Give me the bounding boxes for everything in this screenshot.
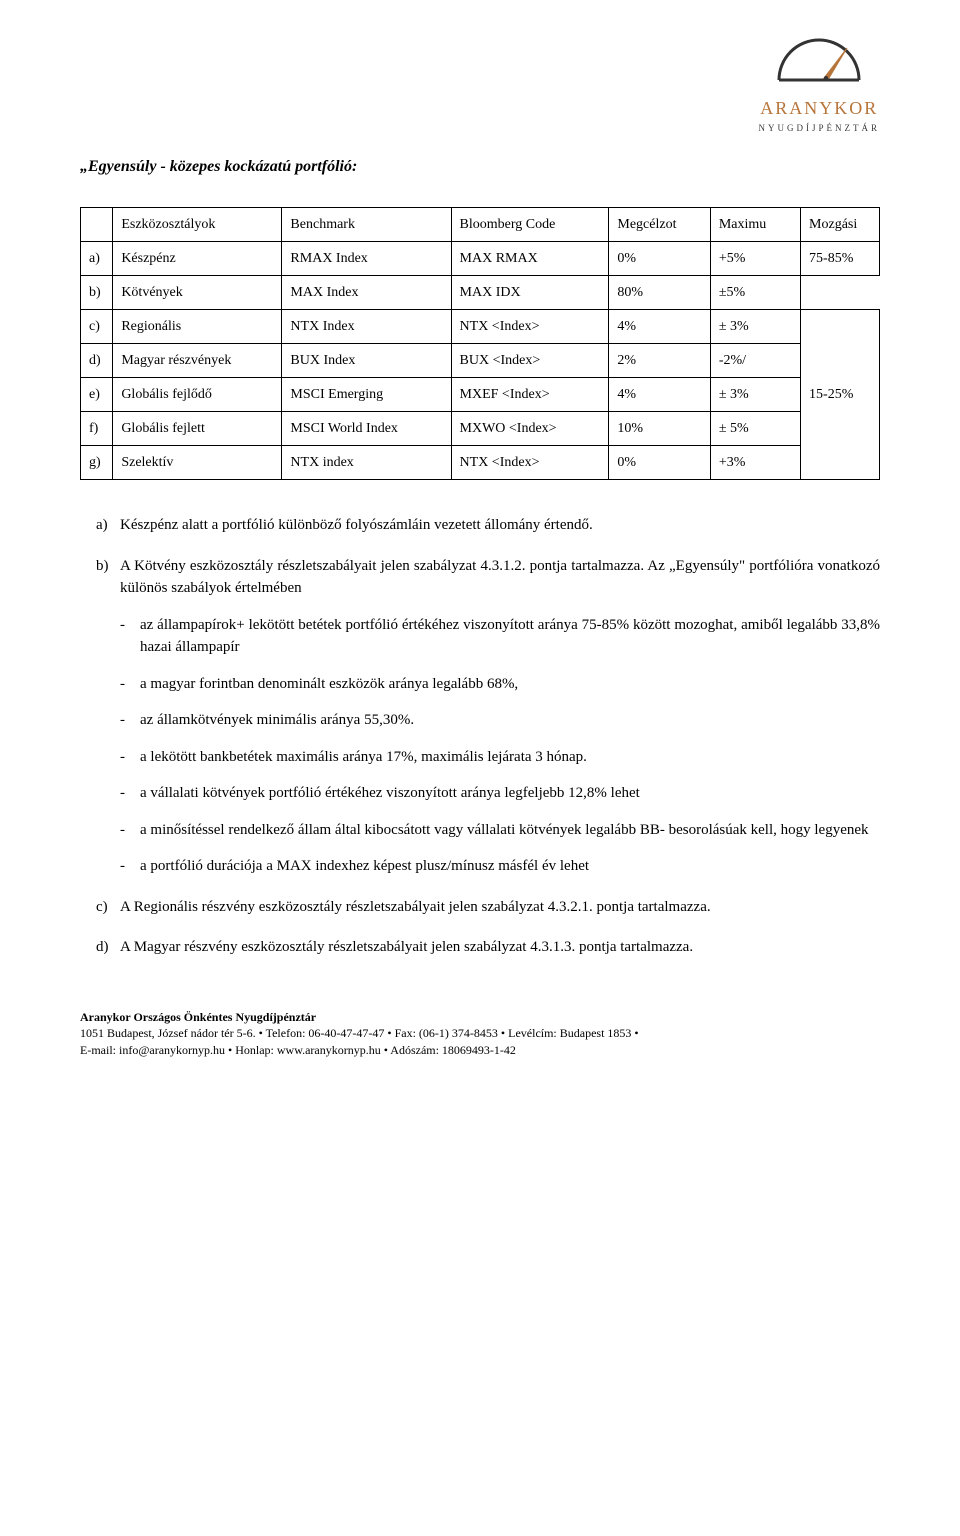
- note-d: d)A Magyar részvény eszközosztály részle…: [120, 936, 880, 959]
- logo-container: ARANYKOR NYUGDÍJPÉNZTÁR: [80, 30, 880, 135]
- table-row: g)SzelektívNTX indexNTX <Index>0%+3%: [81, 446, 880, 480]
- sublist-item: -az államkötvények minimális aránya 55,3…: [120, 709, 880, 732]
- row-asset: Regionális: [113, 310, 282, 344]
- row-label: a): [81, 242, 113, 276]
- row-bloomberg: MAX IDX: [451, 276, 609, 310]
- row-label: e): [81, 378, 113, 412]
- header-target: Megcélzot: [609, 208, 710, 242]
- row-benchmark: NTX index: [282, 446, 451, 480]
- row-max: +3%: [710, 446, 800, 480]
- header-max: Maximu: [710, 208, 800, 242]
- row-asset: Globális fejlődő: [113, 378, 282, 412]
- row-target: 80%: [609, 276, 710, 310]
- row-asset: Magyar részvények: [113, 344, 282, 378]
- row-target: 0%: [609, 242, 710, 276]
- row-target: 2%: [609, 344, 710, 378]
- company-logo: ARANYKOR NYUGDÍJPÉNZTÁR: [759, 30, 881, 135]
- page-footer: Aranykor Országos Önkéntes Nyugdíjpénztá…: [80, 1009, 880, 1059]
- header-blank: [81, 208, 113, 242]
- row-bloomberg: NTX <Index>: [451, 310, 609, 344]
- row-target: 4%: [609, 378, 710, 412]
- logo-text-sub: NYUGDÍJPÉNZTÁR: [759, 122, 881, 136]
- row-benchmark: BUX Index: [282, 344, 451, 378]
- sublist-item: -az állampapírok+ lekötött betétek portf…: [120, 614, 880, 659]
- table-row: f)Globális fejlettMSCI World IndexMXWO <…: [81, 412, 880, 446]
- table-row: b)KötvényekMAX IndexMAX IDX80%±5%: [81, 276, 880, 310]
- page-title: „Egyensúly - közepes kockázatú portfólió…: [80, 155, 880, 179]
- row-label: c): [81, 310, 113, 344]
- row-bloomberg: NTX <Index>: [451, 446, 609, 480]
- row-benchmark: MAX Index: [282, 276, 451, 310]
- row-bloomberg: MXWO <Index>: [451, 412, 609, 446]
- footer-address: 1051 Budapest, József nádor tér 5-6. • T…: [80, 1025, 880, 1042]
- row-benchmark: NTX Index: [282, 310, 451, 344]
- note-d-text: A Magyar részvény eszközosztály részlets…: [120, 939, 693, 955]
- sublist-item: -a minősítéssel rendelkező állam által k…: [120, 819, 880, 842]
- note-c-text: A Regionális részvény eszközosztály rész…: [120, 899, 711, 915]
- row-benchmark: MSCI World Index: [282, 412, 451, 446]
- footer-company: Aranykor Országos Önkéntes Nyugdíjpénztá…: [80, 1009, 880, 1026]
- row-asset: Kötvények: [113, 276, 282, 310]
- header-bloomberg: Bloomberg Code: [451, 208, 609, 242]
- row-target: 0%: [609, 446, 710, 480]
- row-max: -2%/: [710, 344, 800, 378]
- table-row: e)Globális fejlődőMSCI EmergingMXEF <Ind…: [81, 378, 880, 412]
- row-max: ± 3%: [710, 378, 800, 412]
- table-header-row: Eszközosztályok Benchmark Bloomberg Code…: [81, 208, 880, 242]
- table-row: c)RegionálisNTX IndexNTX <Index>4%± 3%15…: [81, 310, 880, 344]
- sublist-item: -a magyar forintban denominált eszközök …: [120, 673, 880, 696]
- row-bloomberg: MAX RMAX: [451, 242, 609, 276]
- row-label: d): [81, 344, 113, 378]
- header-benchmark: Benchmark: [282, 208, 451, 242]
- row-asset: Globális fejlett: [113, 412, 282, 446]
- header-range: Mozgási: [801, 208, 880, 242]
- row-benchmark: RMAX Index: [282, 242, 451, 276]
- row-bloomberg: BUX <Index>: [451, 344, 609, 378]
- row-range: 15-25%: [801, 310, 880, 480]
- row-target: 10%: [609, 412, 710, 446]
- row-max: ±5%: [710, 276, 800, 310]
- note-a: a)Készpénz alatt a portfólió különböző f…: [120, 514, 880, 537]
- row-benchmark: MSCI Emerging: [282, 378, 451, 412]
- notes-list: a)Készpénz alatt a portfólió különböző f…: [80, 514, 880, 959]
- row-range: 75-85%: [801, 242, 880, 276]
- logo-text-main: ARANYKOR: [759, 95, 881, 122]
- note-b-sublist: -az állampapírok+ lekötött betétek portf…: [120, 614, 880, 878]
- row-asset: Szelektív: [113, 446, 282, 480]
- table-row: a)KészpénzRMAX IndexMAX RMAX0%+5%75-85%: [81, 242, 880, 276]
- row-label: f): [81, 412, 113, 446]
- note-b: b)A Kötvény eszközosztály részletszabály…: [120, 555, 880, 878]
- row-max: +5%: [710, 242, 800, 276]
- header-asset: Eszközosztályok: [113, 208, 282, 242]
- row-max: ± 5%: [710, 412, 800, 446]
- row-target: 4%: [609, 310, 710, 344]
- table-row: d)Magyar részvényekBUX IndexBUX <Index>2…: [81, 344, 880, 378]
- note-b-lead: A Kötvény eszközosztály részletszabályai…: [120, 558, 880, 597]
- sublist-item: -a portfólió durációja a MAX indexhez ké…: [120, 855, 880, 878]
- asset-allocation-table: Eszközosztályok Benchmark Bloomberg Code…: [80, 207, 880, 480]
- note-a-text: Készpénz alatt a portfólió különböző fol…: [120, 517, 593, 533]
- logo-arc-icon: [769, 30, 869, 85]
- footer-contact: E-mail: info@aranykornyp.hu • Honlap: ww…: [80, 1042, 880, 1059]
- sublist-item: -a vállalati kötvények portfólió értékéh…: [120, 782, 880, 805]
- row-asset: Készpénz: [113, 242, 282, 276]
- row-label: b): [81, 276, 113, 310]
- row-max: ± 3%: [710, 310, 800, 344]
- row-label: g): [81, 446, 113, 480]
- sublist-item: -a lekötött bankbetétek maximális aránya…: [120, 746, 880, 769]
- note-c: c)A Regionális részvény eszközosztály ré…: [120, 896, 880, 919]
- row-bloomberg: MXEF <Index>: [451, 378, 609, 412]
